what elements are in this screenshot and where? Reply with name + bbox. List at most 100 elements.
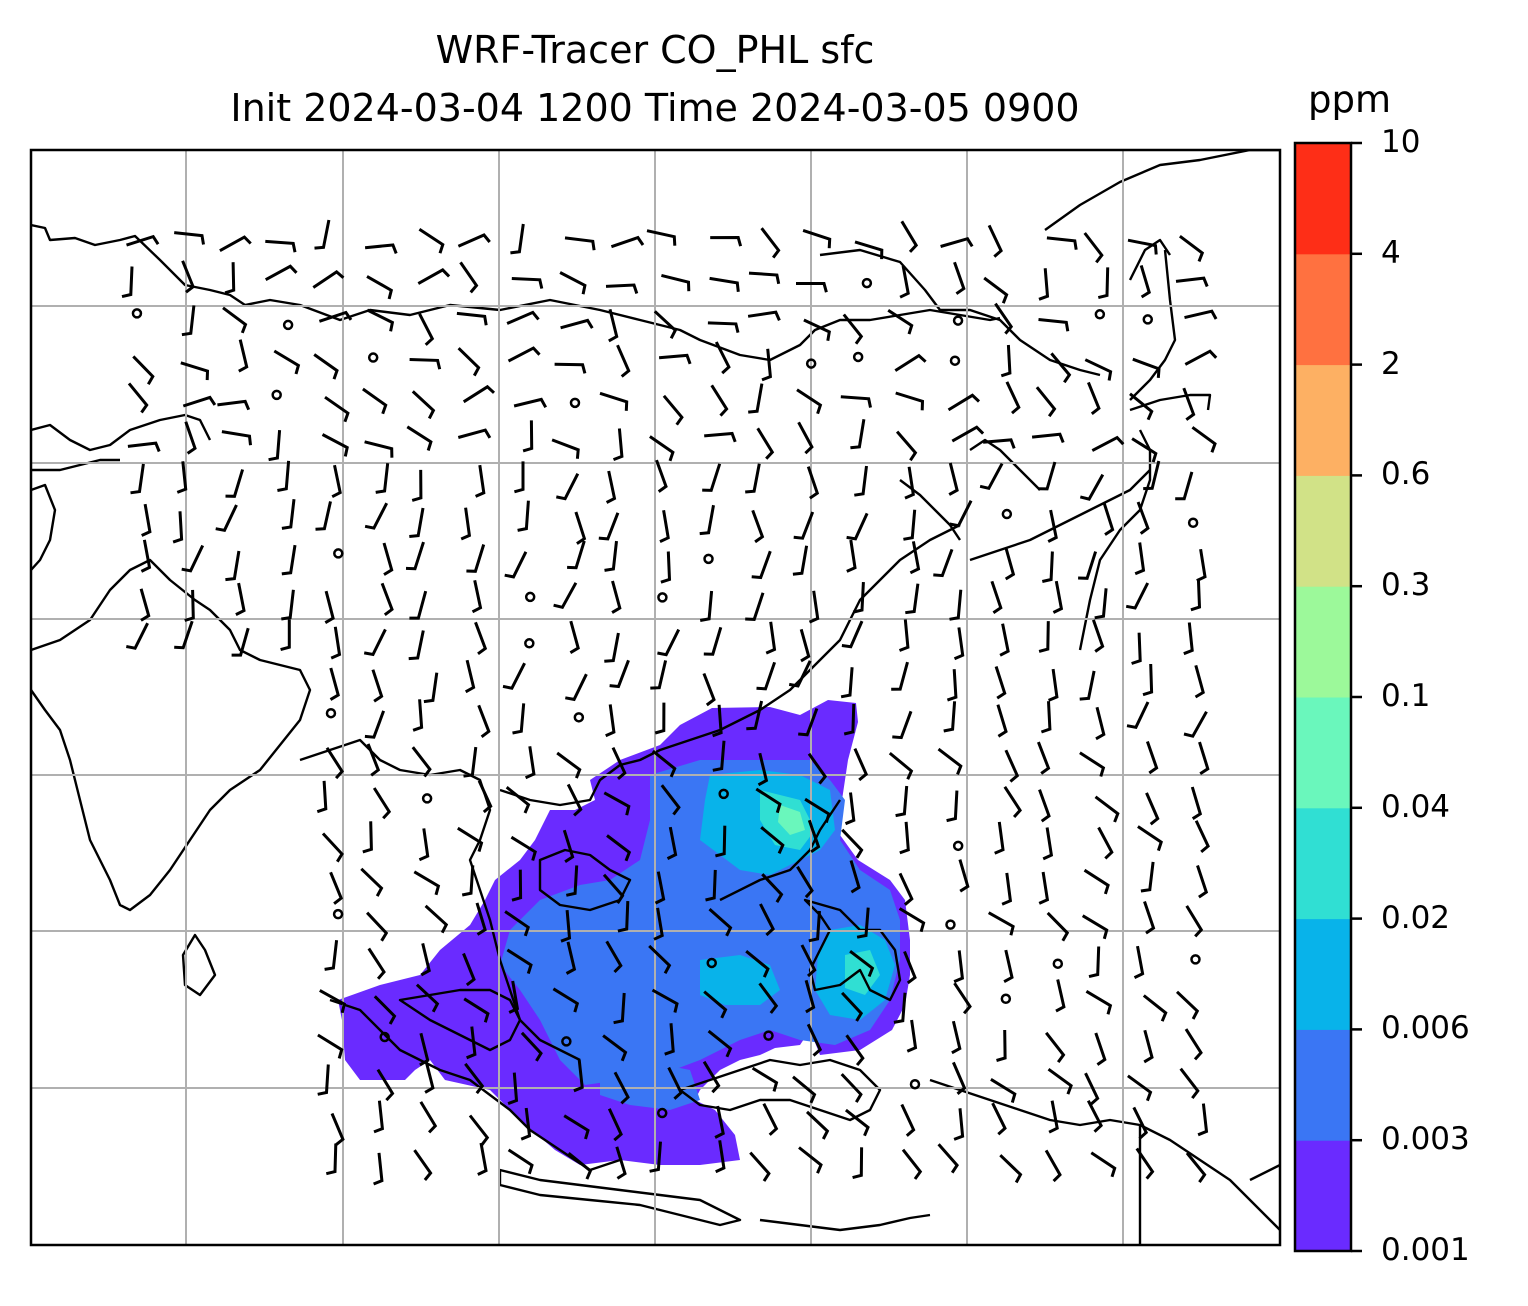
coastlines [31, 150, 1280, 1245]
wind-barb [653, 907, 664, 941]
wind-barb [933, 548, 954, 578]
wind-barb [172, 511, 184, 544]
wind-barb [419, 1101, 438, 1134]
wind-barb [552, 987, 580, 1013]
wind-barb [566, 783, 583, 817]
wind-barb [702, 463, 722, 492]
wind-barb [411, 746, 432, 778]
colorbar-band [1295, 918, 1351, 1030]
wind-barb [607, 1108, 623, 1142]
wind-barb [360, 867, 384, 897]
map-title-line2: Init 2024-03-04 1200 Time 2024-03-05 090… [230, 86, 1080, 130]
wind-barb [1083, 868, 1110, 895]
wind-barb [749, 1151, 771, 1182]
wind-barb [281, 499, 296, 530]
wind-barb [983, 276, 1009, 304]
wind-barb [854, 240, 884, 260]
wind-barb [699, 504, 715, 536]
wind-barb [466, 1026, 477, 1060]
wind-barb [808, 910, 821, 943]
wind-barb [520, 1031, 543, 1062]
colorbar-frame [1293, 141, 1353, 1253]
wind-barb [994, 666, 1007, 700]
wind-barb [331, 464, 342, 499]
wind-barb [946, 669, 958, 702]
wind-barb [1137, 825, 1163, 852]
wind-barb [238, 339, 249, 373]
wind-barb [958, 859, 970, 893]
wind-barb [321, 433, 349, 457]
wind-barb [507, 346, 541, 363]
wind-barb [761, 348, 773, 382]
wind-barb [364, 710, 386, 739]
wind-barb [373, 995, 397, 1025]
wind-barb [324, 395, 350, 423]
wind-barb [1139, 264, 1151, 299]
wind-barb [799, 628, 811, 663]
wind-barb [413, 1149, 433, 1181]
calm-wind-marker [952, 315, 964, 326]
wind-barb [1198, 741, 1210, 775]
wind-barb [903, 950, 917, 985]
wind-barb [418, 313, 435, 346]
wind-barb [852, 582, 865, 614]
wind-barb [714, 1105, 725, 1139]
wind-barb [1079, 751, 1106, 777]
wind-barb [953, 627, 965, 661]
map-frame [29, 148, 1282, 1247]
calm-wind-marker [706, 957, 717, 969]
wind-barb [840, 395, 872, 408]
wind-barb [602, 1034, 628, 1062]
calm-wind-marker [569, 397, 581, 409]
wind-barb [758, 982, 779, 1014]
wind-barb [705, 869, 717, 902]
wind-barb [569, 620, 580, 654]
wind-barb [702, 672, 716, 707]
calm-wind-marker [718, 788, 729, 800]
wind-barb [1001, 872, 1013, 906]
wind-barb [364, 502, 389, 530]
wind-barb [362, 821, 373, 854]
colorbar-units: ppm [1308, 78, 1392, 121]
wind-barb [510, 835, 537, 861]
wind-barb [408, 630, 425, 661]
wind-barb [894, 353, 927, 372]
wind-barb [510, 223, 525, 255]
wind-barb [1182, 387, 1196, 421]
wind-barb [1145, 792, 1160, 826]
wind-barb [805, 1110, 830, 1140]
wind-barb [1132, 1106, 1149, 1140]
wind-barb [710, 235, 743, 247]
wind-barb [141, 503, 152, 537]
wind-barb [793, 511, 815, 540]
wind-barb [409, 507, 425, 538]
wind-barb [329, 667, 340, 701]
wind-barb [1127, 238, 1158, 255]
wind-barb [751, 509, 765, 544]
wind-barb [1094, 795, 1120, 823]
wind-barb [901, 1148, 923, 1180]
wind-barb [999, 1154, 1023, 1184]
wind-barb [1045, 1031, 1066, 1063]
wind-barb [560, 318, 594, 330]
wind-barb [406, 425, 433, 451]
wind-barb [654, 871, 666, 905]
wind-barb [565, 673, 588, 702]
wind-barb [796, 865, 814, 899]
wind-barb [1038, 789, 1051, 823]
wind-barb [217, 399, 251, 411]
wind-barb [703, 990, 728, 1019]
wind-barb [699, 590, 714, 622]
wind-barb [756, 661, 777, 691]
wind-barb [745, 463, 761, 494]
wind-barb [653, 310, 678, 339]
wind-barb [1185, 905, 1204, 938]
wind-barb [953, 261, 966, 295]
calm-wind-marker [909, 1078, 921, 1090]
wind-barb [979, 462, 1004, 491]
wind-barb [745, 950, 770, 978]
wind-barb [757, 752, 769, 787]
wind-barb [664, 1023, 675, 1056]
wind-barb [745, 592, 765, 621]
